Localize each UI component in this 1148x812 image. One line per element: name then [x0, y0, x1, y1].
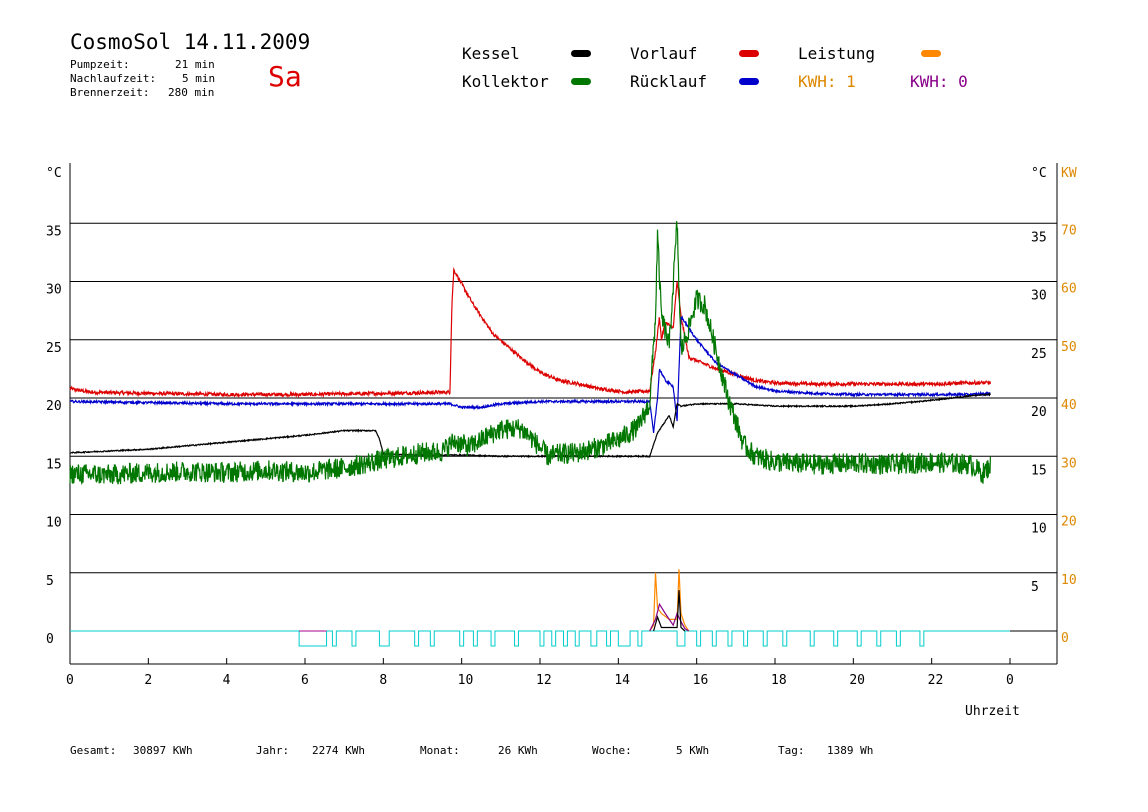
y-tick-right-20: 20 — [1031, 405, 1047, 420]
footer-woche-label: Woche: — [592, 744, 632, 757]
chart-title: CosmoSol 14.11.2009 — [70, 30, 311, 54]
x-tick-label-2: 4 — [223, 673, 231, 688]
legend-kollektor-label: Kollektor — [462, 72, 549, 91]
stat-brennerzeit-value: 280 min — [168, 86, 215, 99]
y-tick-left-30: 30 — [46, 283, 62, 298]
y-tick-kw-30: 30 — [1061, 456, 1077, 471]
legend-kessel-label: Kessel — [462, 44, 520, 63]
pump-status-line — [70, 630, 1010, 647]
x-tick-label-6: 12 — [536, 673, 552, 688]
legend-leistung-swatch — [921, 50, 941, 57]
y-tick-left-15: 15 — [46, 457, 62, 472]
series-line-vorlauf — [69, 266, 991, 399]
x-tick-label-8: 16 — [693, 673, 709, 688]
footer-jahr-label: Jahr: — [256, 744, 290, 757]
legend-kollektor-swatch — [571, 78, 591, 85]
y-unit-right: °C — [1031, 166, 1047, 181]
stat-brennerzeit-label: Brennerzeit: — [70, 86, 150, 99]
y-tick-right-25: 25 — [1031, 347, 1047, 362]
y-unit-kw: KW — [1061, 166, 1077, 181]
x-tick-label-4: 8 — [379, 673, 387, 688]
stat-nachlaufzeit-value: 5 min — [182, 72, 216, 85]
y-tick-right-10: 10 — [1031, 522, 1047, 537]
x-tick-label-5: 10 — [458, 673, 474, 688]
x-tick-label-0: 0 — [66, 673, 74, 688]
footer-woche-value: 5 KWh — [676, 744, 710, 757]
y-tick-kw-10: 10 — [1061, 573, 1077, 588]
legend-ruecklauf-label: Rücklauf — [630, 72, 708, 91]
weekday-label: Sa — [268, 60, 302, 93]
x-axis-label: Uhrzeit — [965, 704, 1020, 719]
legend-kwh0-label: KWH: 0 — [910, 72, 968, 91]
x-tick-label-12: 0 — [1006, 673, 1014, 688]
y-tick-kw-50: 50 — [1061, 340, 1077, 355]
series-line-kwh-0 — [649, 602, 690, 632]
series-line-kollektor — [69, 221, 991, 486]
series-line-kessel — [69, 392, 991, 459]
x-tick-label-11: 22 — [928, 673, 944, 688]
stat-nachlaufzeit-label: Nachlaufzeit: — [70, 72, 157, 85]
y-tick-right-15: 15 — [1031, 463, 1047, 478]
series-line-r-cklauf — [69, 315, 991, 433]
y-tick-right-30: 30 — [1031, 289, 1047, 304]
legend-ruecklauf-swatch — [739, 78, 759, 85]
footer-tag-value: 1389 Wh — [827, 744, 874, 757]
legend-vorlauf-swatch — [739, 50, 759, 57]
footer-gesamt-value: 30897 KWh — [133, 744, 193, 757]
y-tick-left-10: 10 — [46, 516, 62, 531]
x-tick-label-10: 20 — [849, 673, 865, 688]
x-tick-label-1: 2 — [144, 673, 152, 688]
y-tick-right-5: 5 — [1031, 580, 1039, 595]
legend-kwh1-label: KWH: 1 — [798, 72, 856, 91]
footer-jahr-value: 2274 KWh — [312, 744, 365, 757]
stat-pumpzeit-value: 21 min — [175, 58, 215, 71]
y-tick-kw-20: 20 — [1061, 515, 1077, 530]
x-tick-label-9: 18 — [771, 673, 787, 688]
footer-monat-value: 26 KWh — [498, 744, 538, 757]
y-unit-left: °C — [46, 166, 62, 181]
x-tick-label-3: 6 — [301, 673, 309, 688]
stat-pumpzeit-label: Pumpzeit: — [70, 58, 130, 71]
y-tick-kw-40: 40 — [1061, 398, 1077, 413]
y-tick-kw-70: 70 — [1061, 223, 1077, 238]
footer-monat-label: Monat: — [420, 744, 460, 757]
y-tick-kw-60: 60 — [1061, 282, 1077, 297]
y-tick-left-35: 35 — [46, 224, 62, 239]
y-tick-left-0: 0 — [46, 632, 54, 647]
y-tick-left-5: 5 — [46, 574, 54, 589]
y-tick-left-20: 20 — [46, 399, 62, 414]
y-tick-kw-0: 0 — [1061, 631, 1069, 646]
footer-tag-label: Tag: — [778, 744, 805, 757]
legend-vorlauf-label: Vorlauf — [630, 44, 698, 63]
footer-gesamt-label: Gesamt: — [70, 744, 117, 757]
y-tick-right-35: 35 — [1031, 230, 1047, 245]
series-line-kessel-leistung — [653, 590, 686, 632]
legend-leistung-label: Leistung — [798, 44, 876, 63]
legend-kessel-swatch — [571, 50, 591, 57]
x-tick-label-7: 14 — [614, 673, 630, 688]
y-tick-left-25: 25 — [46, 341, 62, 356]
